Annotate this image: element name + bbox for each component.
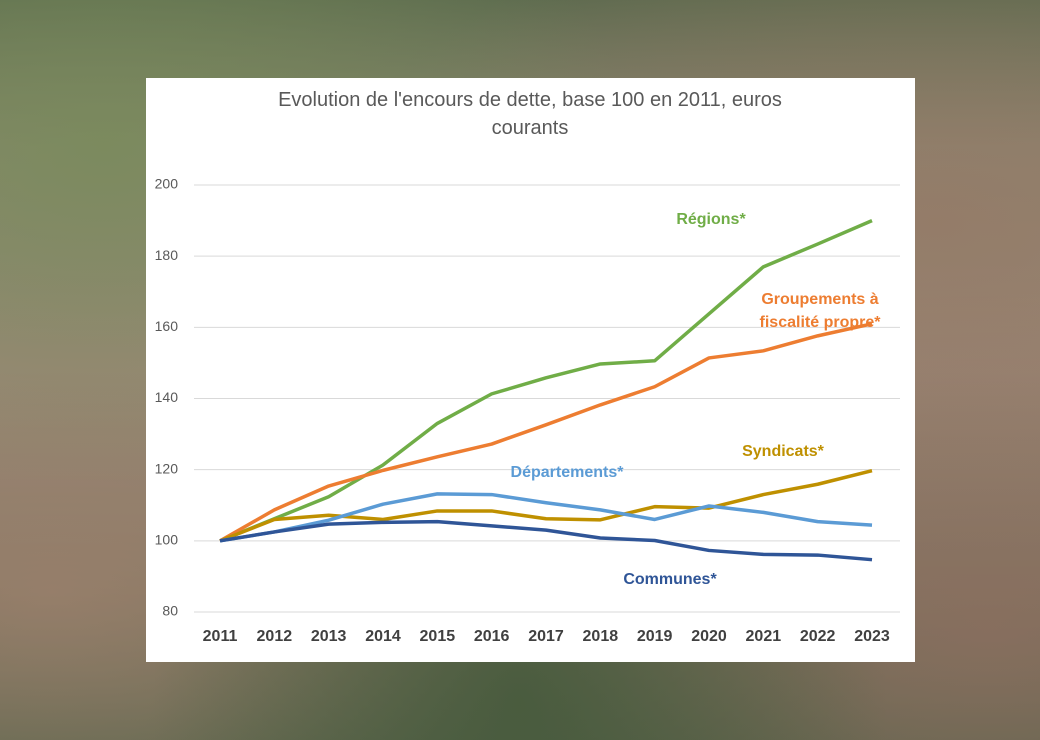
y-tick-label: 80 <box>162 603 178 619</box>
x-tick-label: 2017 <box>528 628 564 645</box>
chart-panel: Evolution de l'encours de dette, base 10… <box>146 78 915 662</box>
series-label: Régions* <box>676 211 746 228</box>
chart-title: Evolution de l'encours de dette, base 10… <box>278 89 782 139</box>
x-tick-label: 2018 <box>583 628 619 645</box>
series-label: Syndicats* <box>742 443 824 460</box>
series-line <box>219 519 873 562</box>
y-tick-label: 160 <box>155 318 179 334</box>
series-line <box>219 492 873 543</box>
title-box: Evolution de l'encours de dette, base 10… <box>278 89 782 139</box>
x-tick-label: 2023 <box>854 628 890 645</box>
x-tick-label: 2016 <box>474 628 510 645</box>
x-tick-label: 2012 <box>257 628 293 645</box>
series-label: Communes* <box>623 571 717 588</box>
series-label-box: Départements* <box>510 464 624 481</box>
y-tick-label: 100 <box>155 532 179 548</box>
x-tick-label: 2019 <box>637 628 673 645</box>
x-tick-label: 2013 <box>311 628 347 645</box>
y-tick-label: 180 <box>155 247 179 263</box>
series-line <box>219 218 873 543</box>
series-line <box>219 469 873 543</box>
series-label-box: Communes* <box>623 571 717 588</box>
series-label-box: Régions* <box>676 211 746 228</box>
series-label-box: Syndicats* <box>742 443 824 460</box>
y-tick-label: 200 <box>155 176 179 192</box>
y-tick-label: 120 <box>155 460 179 476</box>
x-tick-label: 2015 <box>420 628 456 645</box>
series-line <box>219 322 873 543</box>
x-tick-label: 2020 <box>691 628 727 645</box>
x-tick-label: 2011 <box>203 628 238 645</box>
series-label: Groupements à fiscalité propre* <box>759 291 881 331</box>
series-label: Départements* <box>510 464 624 481</box>
series-label-box: Groupements à fiscalité propre* <box>759 291 881 331</box>
chart: Evolution de l'encours de dette, base 10… <box>155 89 900 645</box>
x-tick-label: 2021 <box>746 628 782 645</box>
y-tick-label: 140 <box>155 389 179 405</box>
x-tick-label: 2014 <box>365 628 401 645</box>
x-tick-label: 2022 <box>800 628 836 645</box>
